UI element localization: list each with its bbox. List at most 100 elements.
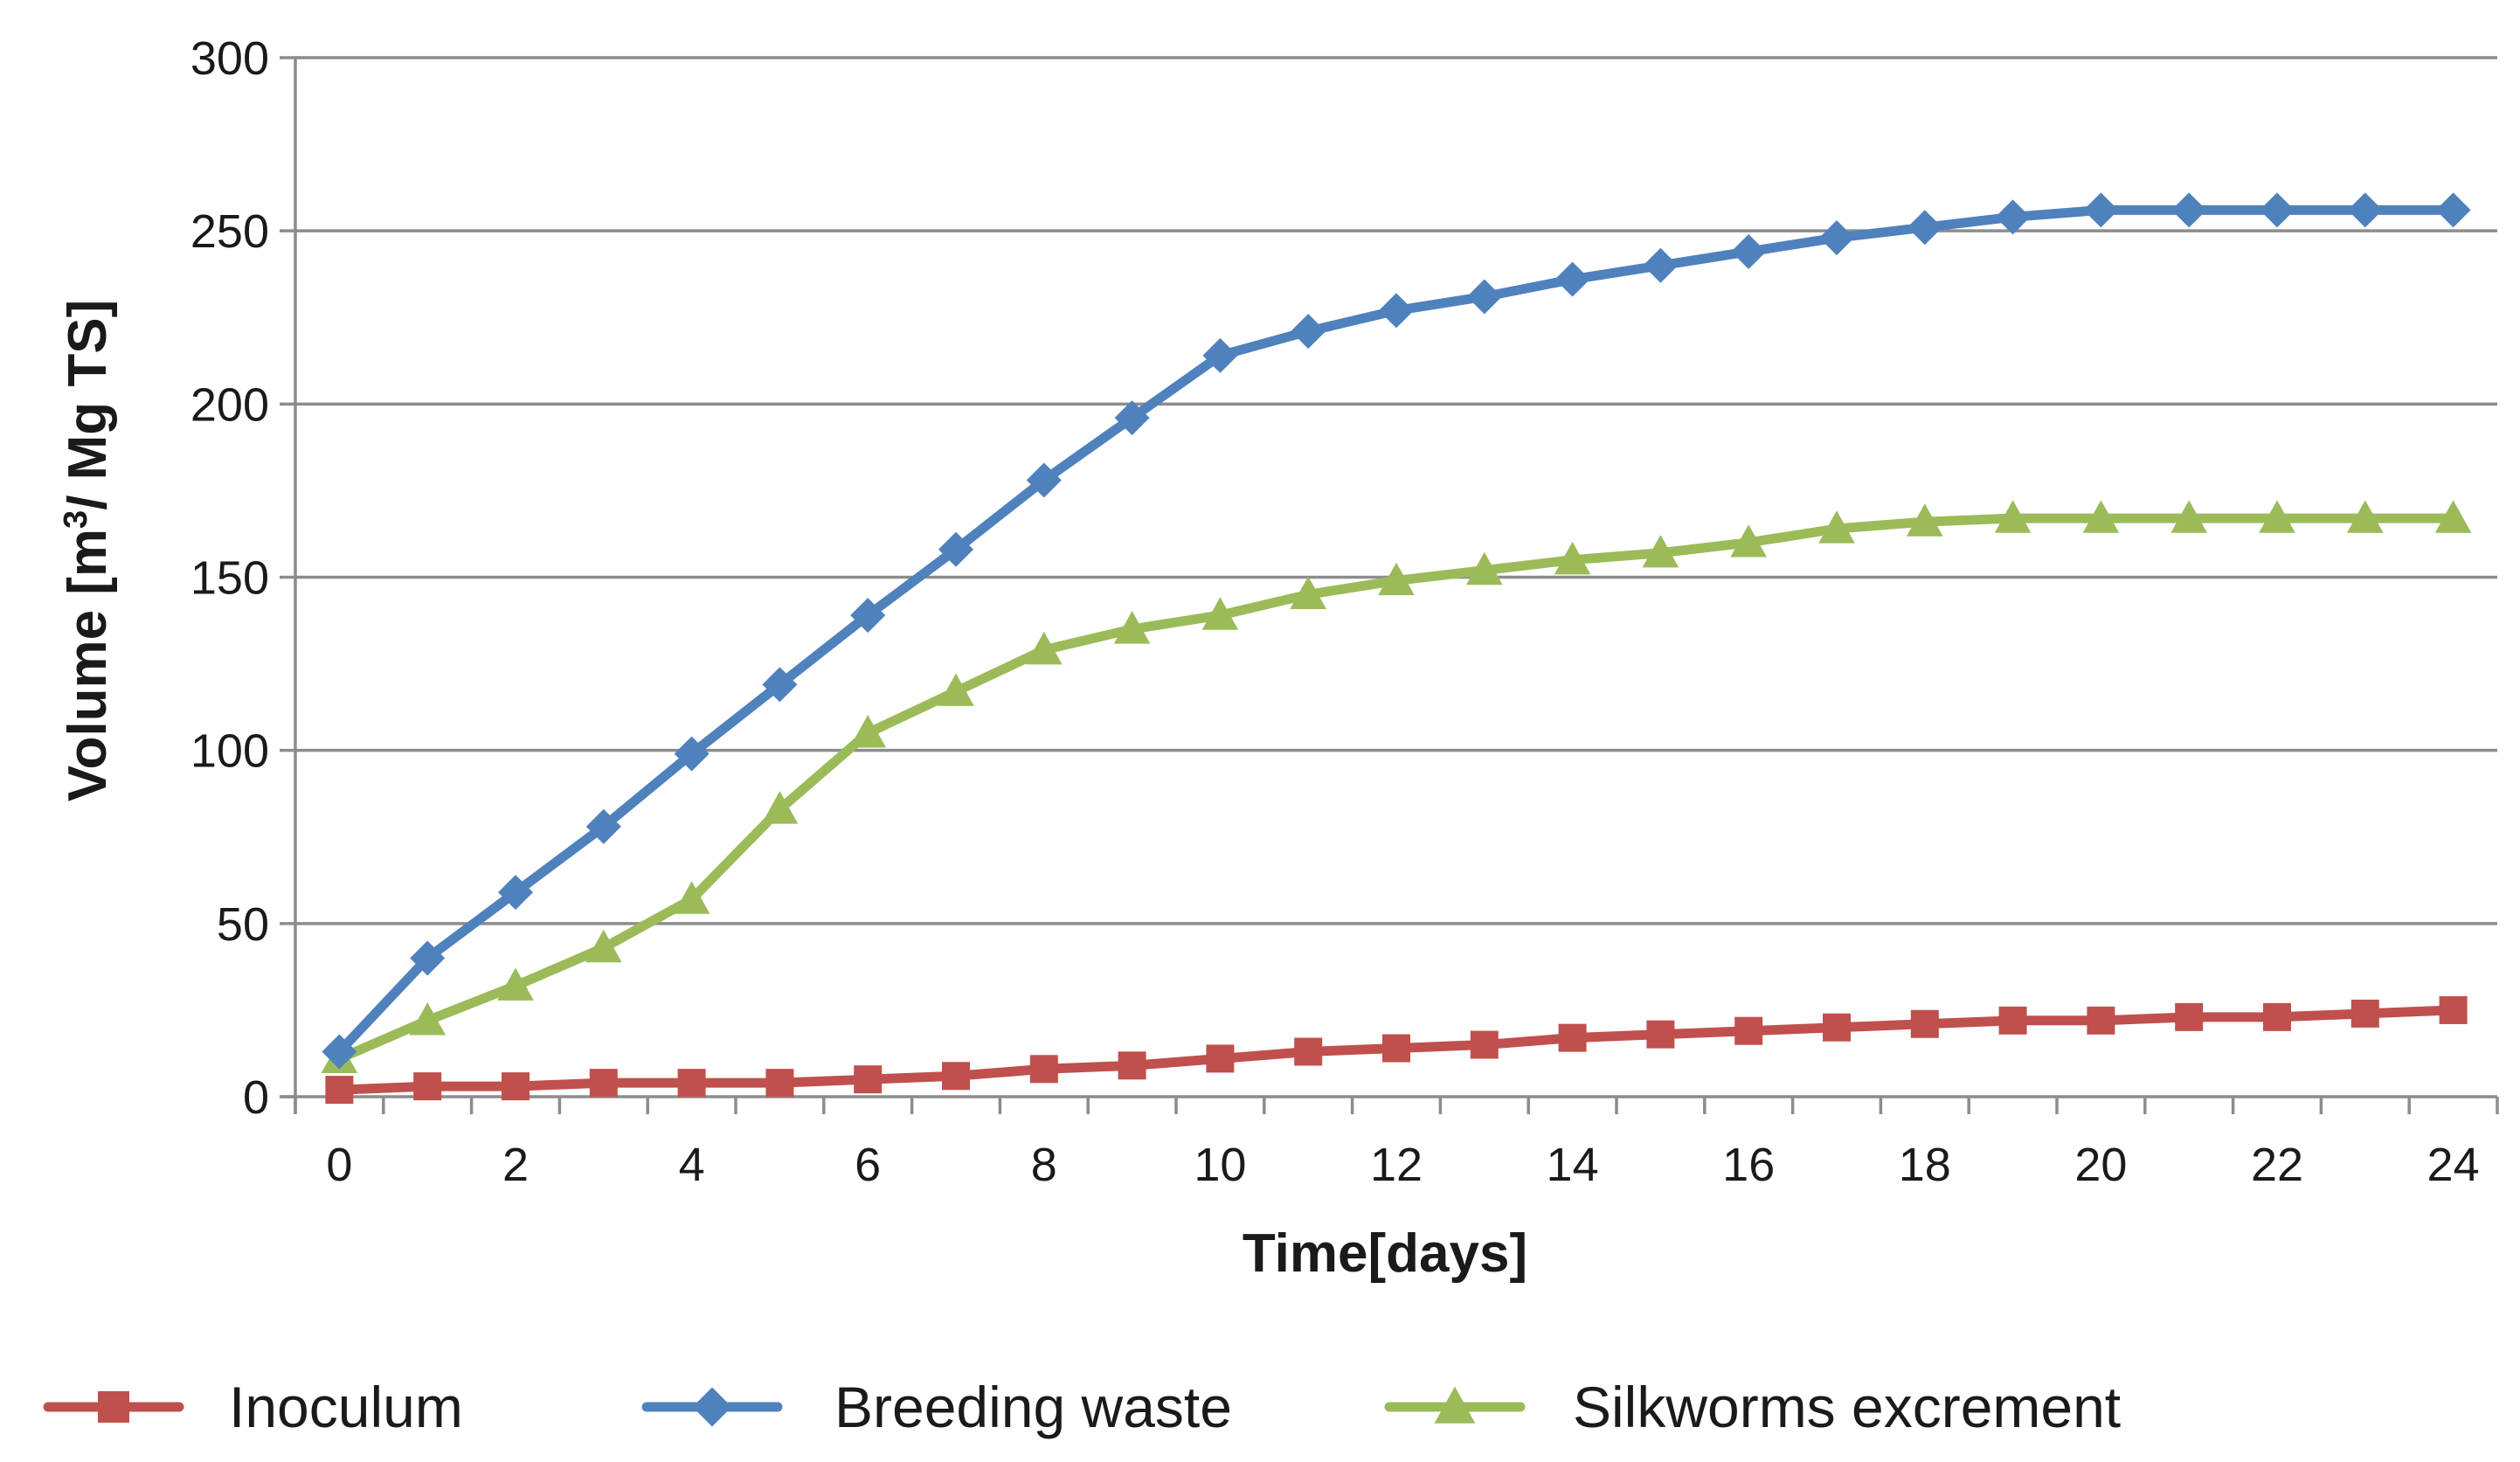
legend-label: Inoculum xyxy=(229,1375,463,1439)
data-point-breeding-waste xyxy=(1202,337,1238,373)
legend-label: Silkworms excrement xyxy=(1573,1375,2121,1439)
data-point-breeding-waste xyxy=(1731,233,1767,269)
data-point-silkworms-excrement xyxy=(1730,524,1767,558)
y-axis-title-unit: / Mg TS] xyxy=(58,300,118,510)
data-point-inoculum xyxy=(1294,1037,1323,1066)
data-point-silkworms-excrement xyxy=(2170,500,2207,533)
data-point-inoculum xyxy=(1029,1055,1058,1084)
x-tick-label: 4 xyxy=(679,1139,705,1191)
legend-swatch-marker xyxy=(1434,1386,1476,1424)
data-point-breeding-waste xyxy=(585,808,621,844)
data-point-silkworms-excrement xyxy=(1201,597,1239,630)
data-point-silkworms-excrement xyxy=(1554,541,1591,575)
data-point-inoculum xyxy=(854,1065,883,1094)
data-point-breeding-waste xyxy=(2260,192,2295,228)
data-point-breeding-waste xyxy=(938,531,973,567)
y-tick-label: 250 xyxy=(190,205,269,258)
data-point-silkworms-excrement xyxy=(1818,510,1855,544)
data-point-breeding-waste xyxy=(1291,314,1326,350)
x-tick-label: 16 xyxy=(1722,1139,1775,1191)
data-point-inoculum xyxy=(1734,1016,1763,1045)
data-point-breeding-waste xyxy=(1643,247,1679,283)
x-tick-label: 22 xyxy=(2251,1139,2303,1191)
legend-swatch-marker xyxy=(692,1387,732,1427)
data-point-silkworms-excrement xyxy=(849,715,886,748)
data-point-breeding-waste xyxy=(674,736,710,772)
data-point-silkworms-excrement xyxy=(1026,631,1063,665)
legend-item-inoculum: Inoculum xyxy=(43,1375,463,1439)
data-point-silkworms-excrement xyxy=(585,929,622,963)
legend-item-breeding-waste: Breeding waste xyxy=(641,1375,1232,1439)
series-silkworms-excrement xyxy=(321,500,2472,1074)
data-point-breeding-waste xyxy=(762,667,798,703)
data-point-inoculum xyxy=(2087,1006,2115,1035)
y-axis-title-main: Volume [m xyxy=(58,529,118,801)
data-point-inoculum xyxy=(413,1072,442,1101)
data-point-silkworms-excrement xyxy=(2082,500,2120,533)
x-tick-label: 0 xyxy=(326,1139,352,1191)
data-point-breeding-waste xyxy=(1114,400,1150,436)
data-point-inoculum xyxy=(2350,999,2379,1028)
data-point-silkworms-excrement xyxy=(2259,500,2295,533)
data-point-breeding-waste xyxy=(410,940,446,976)
legend-swatch-marker xyxy=(98,1391,129,1423)
data-point-inoculum xyxy=(1382,1034,1410,1063)
data-point-silkworms-excrement xyxy=(761,791,799,824)
data-point-silkworms-excrement xyxy=(1907,503,1943,537)
data-point-inoculum xyxy=(502,1072,530,1101)
x-tick-label: 24 xyxy=(2427,1139,2480,1191)
data-point-silkworms-excrement xyxy=(1994,500,2032,533)
data-point-inoculum xyxy=(1646,1020,1675,1049)
data-point-silkworms-excrement xyxy=(938,673,974,706)
data-point-inoculum xyxy=(1823,1013,1851,1042)
data-point-breeding-waste xyxy=(498,875,533,911)
data-point-silkworms-excrement xyxy=(1642,534,1679,568)
x-tick-label: 12 xyxy=(1370,1139,1423,1191)
data-point-breeding-waste xyxy=(1554,261,1590,297)
series xyxy=(321,192,2472,1105)
y-tick-label: 200 xyxy=(190,378,269,431)
x-tick-label: 18 xyxy=(1899,1139,1951,1191)
x-tick-label: 2 xyxy=(502,1139,529,1191)
data-point-inoculum xyxy=(1998,1006,2027,1035)
x-tick-label: 14 xyxy=(1547,1139,1599,1191)
data-point-silkworms-excrement xyxy=(1378,562,1415,596)
series-inoculum xyxy=(325,995,2468,1105)
legend-item-silkworms-excrement: Silkworms excrement xyxy=(1384,1375,2121,1439)
data-point-silkworms-excrement xyxy=(409,1002,446,1036)
legend-label: Breeding waste xyxy=(834,1375,1232,1439)
y-axis-title: Volume [m3/ Mg TS] xyxy=(58,300,118,802)
data-point-breeding-waste xyxy=(322,1034,357,1070)
data-point-inoculum xyxy=(2175,1002,2204,1031)
data-point-inoculum xyxy=(589,1069,618,1098)
y-tick-label: 100 xyxy=(190,725,269,778)
data-point-inoculum xyxy=(765,1069,794,1098)
data-point-inoculum xyxy=(1558,1023,1587,1052)
y-tick-label: 150 xyxy=(190,552,269,605)
series-line-breeding-waste xyxy=(334,204,2459,1057)
data-point-breeding-waste xyxy=(2435,192,2471,228)
data-point-silkworms-excrement xyxy=(1466,551,1503,585)
x-tick-label: 10 xyxy=(1194,1139,1246,1191)
x-tick-label: 6 xyxy=(855,1139,881,1191)
data-point-inoculum xyxy=(1118,1051,1146,1080)
data-point-inoculum xyxy=(1470,1030,1499,1059)
series-breeding-waste xyxy=(322,192,2471,1070)
data-point-breeding-waste xyxy=(2083,192,2119,228)
axes xyxy=(280,56,2499,1114)
legend: Inoculum Breeding waste Silkworms excremen… xyxy=(43,1375,2121,1439)
data-point-breeding-waste xyxy=(850,598,886,634)
data-point-silkworms-excrement xyxy=(1290,576,1326,609)
data-point-inoculum xyxy=(1206,1044,1235,1073)
gridlines xyxy=(295,56,2497,925)
data-point-breeding-waste xyxy=(1026,462,1062,498)
data-point-inoculum xyxy=(2439,995,2468,1024)
x-axis-title: Time[days] xyxy=(1243,1223,1527,1284)
data-point-inoculum xyxy=(1910,1009,1939,1038)
data-point-inoculum xyxy=(677,1069,706,1098)
x-tick-label: 20 xyxy=(2074,1139,2127,1191)
y-tick-label: 0 xyxy=(243,1071,269,1124)
data-point-inoculum xyxy=(942,1062,970,1091)
